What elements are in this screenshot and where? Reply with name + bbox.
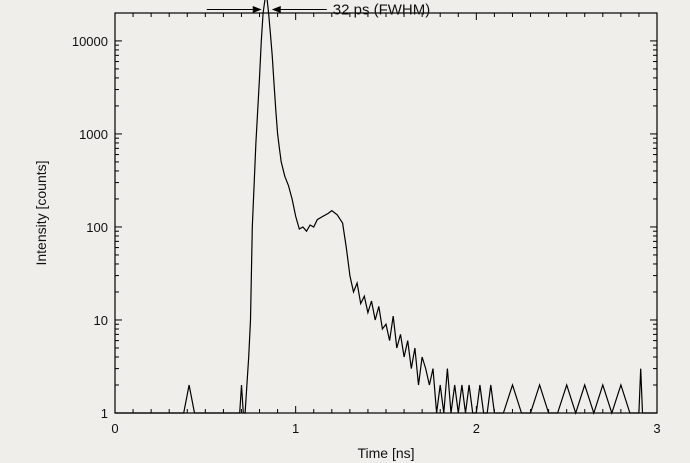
fwhm-label: 32 ps (FWHM) [333, 2, 431, 19]
y-tick-label: 10 [94, 313, 108, 328]
y-tick-label: 100 [86, 220, 108, 235]
y-axis-label: Intensity [counts] [33, 160, 49, 265]
fwhm-annotation: 32 ps (FWHM) [206, 2, 431, 19]
x-tick-label: 0 [111, 421, 118, 436]
fwhm-arrowhead-left [252, 6, 262, 14]
x-tick-label: 3 [653, 421, 660, 436]
x-tick-label: 1 [292, 421, 299, 436]
series-line [115, 0, 657, 415]
y-tick-label: 1 [101, 406, 108, 421]
y-tick-label: 10000 [72, 34, 108, 49]
plot-frame [114, 12, 658, 414]
x-tick-label: 2 [473, 421, 480, 436]
fwhm-arrowhead-right [271, 6, 281, 14]
y-tick-label: 1000 [79, 127, 108, 142]
x-axis-label: Time [ns] [357, 445, 414, 461]
